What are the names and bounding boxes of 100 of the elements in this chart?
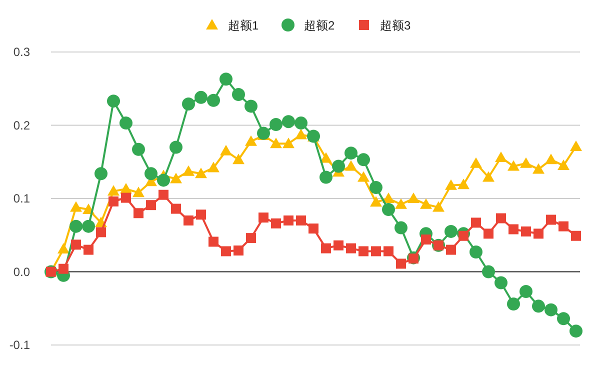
point: [294, 116, 308, 130]
point: [382, 202, 395, 216]
point: [345, 160, 357, 171]
point: [420, 198, 432, 209]
point: [70, 220, 82, 233]
point: [458, 230, 468, 241]
point: [558, 160, 570, 170]
point: [221, 246, 231, 256]
point: [546, 214, 556, 225]
legend-label: 超额2: [304, 18, 335, 32]
point: [282, 115, 295, 128]
point: [58, 264, 68, 274]
point: [258, 212, 268, 223]
point: [120, 116, 132, 130]
point: [270, 118, 282, 132]
point: [245, 135, 257, 146]
y-tick-label: -0.1: [9, 338, 30, 352]
point: [421, 234, 431, 245]
point: [321, 243, 331, 254]
point: [320, 152, 332, 163]
point: [471, 218, 481, 228]
point: [395, 198, 407, 209]
point: [508, 224, 518, 234]
point: [284, 215, 294, 226]
point: [521, 226, 531, 236]
point: [195, 168, 207, 178]
point: [445, 179, 457, 190]
legend-label: 超额1: [228, 18, 259, 32]
point: [270, 138, 282, 148]
point: [196, 210, 206, 220]
point: [532, 300, 545, 313]
point: [570, 324, 582, 338]
point: [470, 245, 482, 258]
point: [496, 213, 506, 224]
point: [482, 265, 495, 278]
point: [184, 215, 194, 226]
point: [534, 228, 544, 239]
point: [484, 228, 494, 239]
point: [357, 153, 370, 166]
legend-label: 超额3: [380, 18, 411, 32]
point: [545, 154, 557, 164]
point: [71, 240, 81, 250]
point: [94, 167, 108, 180]
point: [508, 160, 520, 171]
point: [408, 254, 418, 264]
point: [232, 154, 244, 164]
point: [84, 244, 94, 255]
point: [495, 151, 507, 162]
point: [384, 246, 394, 256]
point: [120, 182, 132, 194]
point: [170, 140, 182, 154]
point: [571, 230, 581, 241]
point: [146, 200, 156, 210]
point: [334, 240, 344, 250]
point: [346, 243, 356, 254]
point: [157, 174, 170, 187]
point: [70, 201, 82, 212]
point: [382, 192, 394, 203]
point: [570, 140, 582, 151]
point: [370, 196, 382, 207]
point: [494, 276, 508, 290]
point: [234, 246, 244, 256]
point: [257, 126, 270, 140]
y-tick-label: 0.2: [13, 118, 30, 132]
point: [470, 157, 482, 168]
point: [544, 303, 558, 316]
point: [446, 244, 456, 255]
point: [444, 224, 458, 238]
point: [408, 192, 420, 203]
point: [320, 170, 332, 184]
point: [207, 94, 220, 107]
point: [358, 171, 370, 182]
point: [121, 192, 131, 203]
point: [308, 224, 318, 234]
point: [58, 243, 70, 254]
point: [271, 218, 281, 228]
point: [344, 146, 358, 160]
point: [520, 157, 532, 168]
point: [482, 171, 494, 182]
point: [358, 246, 368, 256]
point: [132, 142, 145, 156]
point: [557, 312, 570, 326]
point: [507, 297, 520, 310]
point: [220, 144, 232, 156]
point: [296, 215, 306, 226]
point: [82, 220, 95, 233]
point: [458, 178, 470, 190]
point: [432, 201, 444, 212]
point: [282, 138, 294, 148]
y-tick-label: 0.1: [13, 192, 30, 206]
point: [108, 196, 118, 206]
point: [532, 163, 544, 174]
point: [520, 285, 532, 298]
point: [182, 165, 194, 176]
point: [96, 227, 106, 238]
point: [244, 100, 258, 113]
point: [107, 94, 120, 108]
point: [194, 90, 208, 104]
point: [332, 160, 345, 173]
point: [371, 246, 381, 256]
